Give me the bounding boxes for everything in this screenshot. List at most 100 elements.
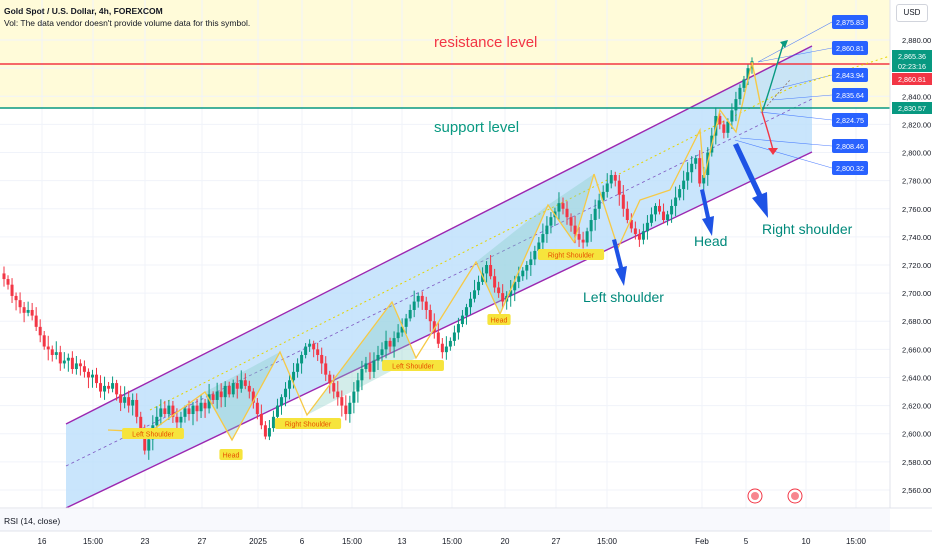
- axis-badge-text: 02:23:16: [898, 62, 926, 71]
- candle-body: [565, 208, 569, 218]
- candle-body: [147, 439, 151, 451]
- candle-body: [231, 383, 235, 395]
- candle-body: [139, 416, 143, 434]
- candle-body: [131, 399, 135, 406]
- candle-body: [235, 383, 239, 389]
- candle-body: [593, 208, 597, 221]
- target-badge: [832, 41, 868, 55]
- time-tick: 15:00: [83, 537, 104, 546]
- candle-body: [621, 194, 625, 209]
- candle-body: [336, 391, 340, 398]
- price-tick: 2,740.00: [902, 233, 931, 242]
- candle-body: [275, 405, 279, 417]
- candle-body: [690, 163, 694, 173]
- rsi-pane[interactable]: [0, 509, 890, 531]
- candle-body: [473, 290, 477, 299]
- pattern-tag-text: Right Shoulder: [285, 422, 332, 429]
- candles[interactable]: [2, 57, 754, 460]
- candle-body: [38, 326, 42, 336]
- candle-body: [545, 225, 549, 235]
- candle-body: [722, 124, 726, 133]
- pattern-tag: [219, 449, 243, 460]
- candle-body: [352, 391, 356, 403]
- price-badges: 2,875.83 2,860.81 2,843.94 2,835.64 2,824.75…: [832, 15, 932, 175]
- candle-body: [718, 115, 722, 125]
- candle-body: [726, 121, 730, 133]
- candle-body: [440, 343, 444, 353]
- candle-body: [364, 363, 368, 370]
- candle-body: [26, 309, 30, 313]
- candle-body: [356, 380, 360, 392]
- candle-body: [167, 405, 171, 415]
- target-badge-text: 2,843.94: [836, 71, 864, 80]
- candle-body: [90, 374, 94, 378]
- candle-body: [243, 380, 247, 386]
- candle-body: [617, 180, 621, 195]
- candle-body: [271, 416, 275, 429]
- pattern-tag-text: Head: [491, 318, 508, 325]
- candle-body: [738, 87, 742, 100]
- candle-body: [649, 214, 653, 223]
- target-badge: [832, 139, 868, 153]
- candle-body: [605, 183, 609, 192]
- target-badge: [832, 113, 868, 127]
- candle-body: [332, 383, 336, 392]
- candle-body: [251, 391, 255, 403]
- candle-body: [316, 349, 320, 355]
- candle-body: [175, 416, 179, 423]
- candle-body: [103, 385, 107, 392]
- time-tick: 6: [300, 537, 305, 546]
- candle-body: [155, 416, 159, 426]
- chart-title: Gold Spot / U.S. Dollar, 4h, FOREXCOM: [4, 6, 163, 16]
- candle-body: [211, 394, 215, 400]
- candle-body: [86, 371, 90, 378]
- price-tick: 2,680.00: [902, 317, 931, 326]
- candle-body: [267, 428, 271, 437]
- time-tick: 13: [398, 537, 407, 546]
- time-tick: 15:00: [846, 537, 867, 546]
- candle-body: [662, 211, 666, 221]
- candle-body: [625, 208, 629, 221]
- head-annotation: Head: [694, 233, 727, 249]
- candle-body: [62, 360, 66, 364]
- candle-body: [119, 394, 123, 403]
- channel-upper-line[interactable]: [65, 45, 813, 425]
- time-tick: 27: [198, 537, 207, 546]
- currency-button[interactable]: USD: [896, 4, 928, 22]
- candle-body: [163, 408, 167, 415]
- candle-body: [372, 360, 376, 372]
- flag-icons[interactable]: [747, 488, 803, 504]
- candle-body: [14, 295, 18, 301]
- price-axis[interactable]: 2,880.002,860.002,840.002,820.002,800.00…: [902, 36, 931, 495]
- candle-body: [468, 298, 472, 308]
- candle-body: [448, 340, 452, 347]
- pattern-tag-text: Head: [223, 453, 240, 460]
- candle-body: [678, 189, 682, 198]
- candle-body: [424, 301, 428, 310]
- time-axis[interactable]: 16 15:00 23 27 2025 6 15:00 13 15:00 20 27 15:00 Feb…: [38, 537, 867, 546]
- candle-body: [404, 318, 408, 327]
- candle-body: [533, 250, 537, 260]
- price-tick: 2,600.00: [902, 430, 931, 439]
- right-shoulder-arrow: [733, 143, 768, 218]
- candle-body: [585, 231, 589, 243]
- candle-body: [18, 300, 22, 308]
- candle-body: [493, 276, 497, 288]
- candle-body: [396, 332, 400, 339]
- candle-body: [207, 394, 211, 409]
- channel-lower-line[interactable]: [65, 151, 813, 509]
- pattern-tag: [122, 428, 184, 439]
- candle-body: [94, 374, 98, 384]
- candle-body: [263, 425, 267, 437]
- candle-body: [477, 281, 481, 291]
- target-badge: [832, 68, 868, 82]
- candle-body: [127, 397, 131, 406]
- axis-badge: [892, 50, 932, 62]
- candle-body: [666, 214, 670, 221]
- candle-body: [609, 175, 613, 184]
- time-tick: 15:00: [442, 537, 463, 546]
- candle-body: [191, 405, 195, 415]
- candle-body: [633, 228, 637, 235]
- candle-body: [444, 346, 448, 353]
